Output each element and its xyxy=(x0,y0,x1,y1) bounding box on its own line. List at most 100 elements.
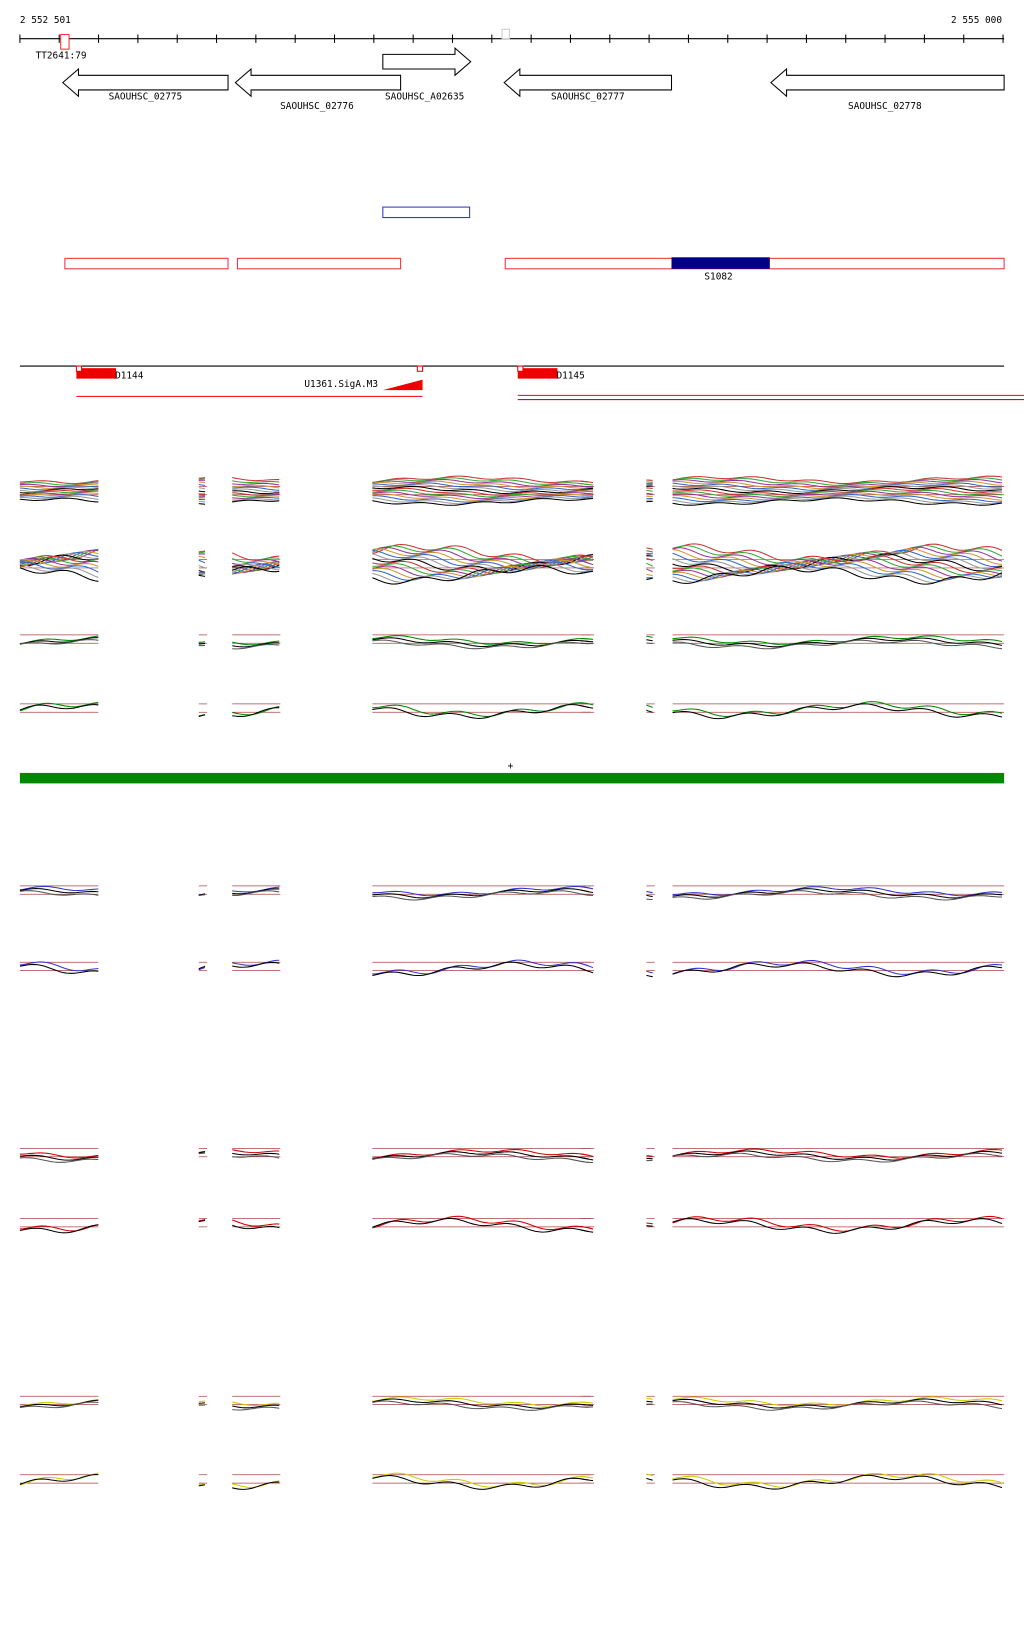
expression-trace xyxy=(580,962,594,969)
expression-trace xyxy=(198,564,206,569)
expression-trace xyxy=(372,1396,589,1407)
expression-trace xyxy=(372,1153,589,1163)
expression-trace xyxy=(580,483,594,486)
expression-trace xyxy=(646,553,653,556)
ruler-end: 2 555 000 xyxy=(951,15,1002,26)
expression-trace xyxy=(372,485,589,494)
expression-trace xyxy=(646,484,653,487)
expression-trace xyxy=(232,640,280,646)
expression-trace xyxy=(198,642,206,645)
expression-trace xyxy=(372,1151,589,1160)
expression-trace xyxy=(646,492,653,495)
ruler: 2 552 501 2 555 000 TT2641:79 xyxy=(19,15,1005,62)
expression-trace xyxy=(580,638,594,640)
expression-trace xyxy=(646,1225,653,1227)
gene-arrow xyxy=(382,46,472,77)
expression-trace xyxy=(232,499,280,503)
expression-trace xyxy=(372,477,589,486)
expression-trace xyxy=(198,500,206,503)
expression-trace xyxy=(19,704,99,711)
expression-trace xyxy=(672,495,1003,505)
expression-trace xyxy=(372,545,589,565)
expression-trace xyxy=(646,974,653,978)
expression-trace xyxy=(580,1160,594,1164)
expression-trace xyxy=(198,477,206,479)
expression-trace xyxy=(372,885,589,897)
expression-trace xyxy=(19,558,99,566)
expression-trace xyxy=(198,965,206,970)
expression-trace xyxy=(198,555,206,559)
expression-trace xyxy=(198,1402,206,1404)
expression-trace xyxy=(372,888,589,899)
expression-trace xyxy=(372,890,589,901)
expression-trace xyxy=(672,890,1003,901)
expression-trace xyxy=(646,1477,653,1481)
expression-trace xyxy=(672,637,1003,648)
expression-trace xyxy=(198,483,206,487)
expression-trace xyxy=(646,558,653,561)
expression-trace xyxy=(372,498,589,506)
expression-trace xyxy=(19,560,99,568)
expression-trace xyxy=(198,481,206,484)
expression-trace xyxy=(646,489,653,492)
region-cap xyxy=(416,365,424,372)
expression-trace xyxy=(672,1152,1003,1163)
expression-trace xyxy=(198,503,206,505)
expression-trace xyxy=(232,562,280,575)
segment-fill xyxy=(671,257,770,269)
expression-trace xyxy=(198,478,206,480)
expression-trace xyxy=(198,551,206,554)
expression-trace xyxy=(372,1475,589,1490)
expression-trace xyxy=(372,478,589,488)
expression-trace xyxy=(672,1472,1003,1488)
expression-trace xyxy=(372,959,590,975)
region-label: D1144 xyxy=(115,371,144,382)
expression-trace xyxy=(372,702,589,717)
expression-trace xyxy=(232,1404,280,1409)
expression-trace xyxy=(580,1225,594,1230)
expression-trace xyxy=(372,496,589,505)
expression-trace xyxy=(580,1157,594,1161)
expression-trace xyxy=(232,1155,280,1159)
expression-trace xyxy=(19,567,99,582)
expression-trace xyxy=(198,1483,206,1485)
expression-trace xyxy=(672,477,1003,486)
expression-trace xyxy=(580,560,594,566)
expression-trace xyxy=(372,482,589,491)
expression-trace xyxy=(580,556,594,562)
expression-trace xyxy=(19,497,99,503)
expression-trace xyxy=(672,486,1003,495)
gene-label: SAOUHSC_02775 xyxy=(109,91,183,102)
expression-trace xyxy=(580,564,594,569)
expression-trace xyxy=(646,635,653,638)
expression-trace xyxy=(580,1229,594,1233)
expression-trace xyxy=(580,485,594,488)
expression-trace xyxy=(19,1154,99,1161)
expression-trace xyxy=(19,1401,99,1409)
expression-trace xyxy=(372,704,589,719)
expression-trace xyxy=(198,559,206,564)
region-cap xyxy=(517,365,524,372)
expression-trace xyxy=(372,1217,589,1233)
expression-trace xyxy=(232,477,280,482)
expression-trace xyxy=(672,564,1003,583)
expression-trace xyxy=(646,709,653,713)
expression-trace xyxy=(19,639,99,645)
expression-trace xyxy=(646,577,653,581)
expression-trace xyxy=(19,963,99,974)
expression-trace xyxy=(580,489,594,491)
expression-trace xyxy=(198,487,206,490)
expression-trace xyxy=(580,640,594,643)
expression-trace xyxy=(19,1474,99,1485)
segment-box xyxy=(382,206,471,219)
expression-trace xyxy=(672,482,1003,491)
expression-trace xyxy=(672,475,1003,485)
expression-trace xyxy=(372,639,589,650)
expression-trace xyxy=(646,547,653,550)
strand-bar xyxy=(19,772,1005,784)
expression-trace xyxy=(19,482,99,488)
expression-trace xyxy=(372,487,589,496)
tt-label: TT2641:79 xyxy=(36,51,87,62)
expression-trace xyxy=(19,961,99,972)
expression-trace xyxy=(646,1397,653,1400)
